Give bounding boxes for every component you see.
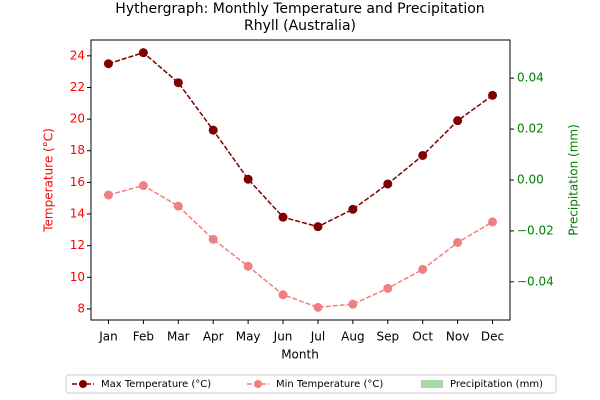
legend-label: Min Temperature (°C)	[276, 379, 383, 390]
legend-frame	[65, 374, 557, 394]
x-tick-label: Sep	[376, 330, 399, 344]
marker	[453, 116, 463, 126]
x-tick-label: Jan	[98, 330, 118, 344]
marker	[173, 201, 183, 211]
marker	[278, 290, 288, 300]
marker	[103, 190, 113, 200]
x-tick-label: Oct	[412, 330, 433, 344]
y-tick-label: 24	[70, 48, 85, 62]
marker	[348, 204, 358, 214]
x-tick-label: May	[236, 330, 261, 344]
marker	[138, 48, 148, 58]
x-tick-label: Dec	[481, 330, 504, 344]
y-tick-label: 16	[70, 175, 85, 189]
chart-subtitle: Rhyll (Australia)	[244, 18, 356, 34]
marker	[488, 90, 498, 100]
y2-tick-label: −0.04	[517, 274, 554, 288]
marker	[103, 59, 113, 69]
marker	[488, 217, 498, 227]
x-tick-label: Nov	[446, 330, 469, 344]
y-tick-label: 12	[70, 238, 85, 252]
x-tick-label: Apr	[203, 330, 224, 344]
y2-tick-label: 0.04	[517, 71, 544, 85]
marker	[383, 179, 393, 189]
marker	[243, 174, 253, 184]
line	[108, 184, 493, 309]
marker	[278, 212, 288, 222]
marker	[383, 283, 393, 293]
x-tick-label: Mar	[167, 330, 190, 344]
marker	[208, 234, 218, 244]
y2-tick-label: 0.00	[517, 173, 544, 187]
y-tick-label: 10	[70, 270, 85, 284]
chart-title: Hythergraph: Monthly Temperature and Pre…	[115, 1, 484, 17]
marker	[313, 222, 323, 232]
marker	[138, 181, 148, 191]
y-tick-label: 20	[70, 112, 85, 126]
marker	[208, 125, 218, 135]
x-tick-label: Feb	[133, 330, 154, 344]
x-tick-label: Aug	[341, 330, 364, 344]
legend-label: Max Temperature (°C)	[101, 379, 211, 390]
y2-axis-label: Precipitation (mm)	[567, 124, 581, 236]
plot-frame	[90, 39, 511, 321]
y-tick-label: 22	[70, 80, 85, 94]
y-axis-label: Temperature (°C)	[42, 128, 56, 233]
marker	[348, 299, 358, 309]
y-tick-label: 8	[77, 301, 85, 315]
marker	[418, 264, 428, 274]
legend-marker	[254, 380, 262, 388]
marker	[243, 261, 253, 271]
y2-tick-label: 0.02	[517, 122, 544, 136]
x-axis-label: Month	[281, 348, 319, 362]
legend-label: Precipitation (mm)	[450, 379, 543, 390]
line	[108, 51, 493, 228]
legend-marker	[79, 380, 87, 388]
marker	[453, 237, 463, 247]
y2-tick-label: −0.02	[517, 223, 554, 237]
marker	[418, 150, 428, 160]
x-tick-label: Jun	[273, 330, 293, 344]
marker	[313, 302, 323, 312]
x-tick-label: Jul	[310, 330, 325, 344]
marker	[173, 78, 183, 88]
legend-swatch	[421, 380, 443, 388]
y-tick-label: 14	[70, 207, 85, 221]
y-tick-label: 18	[70, 143, 85, 157]
